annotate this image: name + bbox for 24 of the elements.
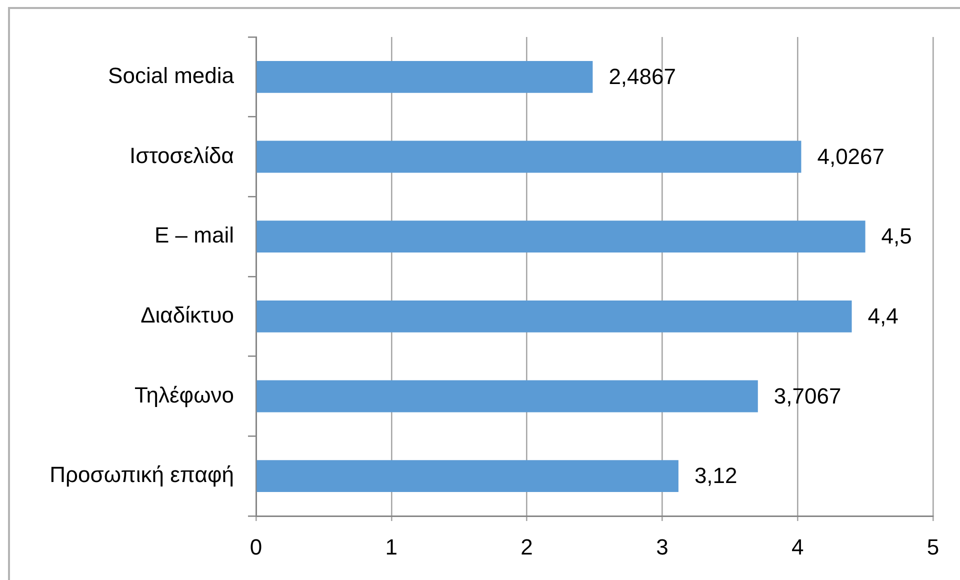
- bar: [256, 60, 593, 93]
- bar: [256, 140, 802, 173]
- x-tick-label: 4: [791, 534, 804, 560]
- data-label: 4,5: [881, 224, 912, 249]
- y-tick-label: Social media: [108, 62, 235, 88]
- x-tick-label: 5: [926, 534, 940, 560]
- data-label: 2,4867: [608, 64, 676, 89]
- y-tick-label: Τηλέφωνο: [134, 382, 234, 408]
- x-tick-label: 1: [385, 534, 398, 560]
- x-tick-label: 2: [520, 534, 533, 560]
- bar: [256, 460, 678, 492]
- y-tick-label: Προσωπική επαφή: [50, 462, 234, 488]
- data-label: 3,7067: [774, 383, 842, 408]
- bar: [256, 300, 852, 332]
- x-tick-label: 3: [656, 534, 668, 560]
- data-label: 3,12: [694, 463, 738, 488]
- bar: [256, 380, 758, 412]
- data-label: 4,0267: [817, 144, 885, 169]
- x-tick-label: 0: [250, 534, 262, 560]
- y-tick-label: Ιστοσελίδα: [129, 142, 234, 168]
- bar: [256, 220, 866, 253]
- y-tick-label: Διαδίκτυο: [140, 302, 234, 328]
- y-tick-label: E – mail: [154, 222, 234, 248]
- data-label: 4,4: [868, 303, 898, 328]
